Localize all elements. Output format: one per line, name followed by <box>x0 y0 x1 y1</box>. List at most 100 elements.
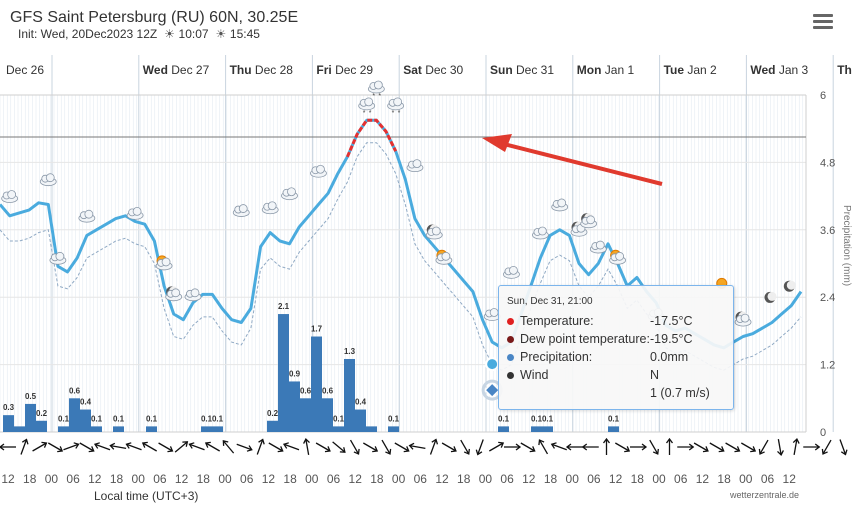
precip-bar <box>201 426 212 432</box>
sunset-time: 15:45 <box>229 27 260 41</box>
wind-arrow <box>332 441 346 453</box>
cloud-icon <box>589 240 607 254</box>
tooltip-wind-label: Wind <box>507 368 548 382</box>
precip-bar-label: 0.9 <box>289 369 301 378</box>
precip-bar-label: 2.1 <box>278 302 290 311</box>
wind-arrow <box>394 442 410 453</box>
right-axis-title: Precipitation (mm) <box>841 205 852 286</box>
cloud-icon <box>126 206 144 220</box>
hour-tick-label: 06 <box>153 472 167 486</box>
moon-cloud-icon <box>734 311 752 327</box>
hour-tick-label: 18 <box>110 472 124 486</box>
wind-arrow <box>630 443 648 451</box>
wind-arrow <box>758 439 769 455</box>
cloud-icon <box>1 190 19 203</box>
hour-tick-label: 00 <box>45 472 59 486</box>
hour-tick-label: 00 <box>566 472 580 486</box>
init-info: Init: Wed, 20Dec2023 12Z ☀ 10:07 ☀ 15:45 <box>18 27 260 41</box>
precip-bar <box>80 409 91 432</box>
hour-tick-label: 06 <box>414 472 428 486</box>
precip-bar <box>91 426 102 432</box>
tooltip-dewpoint-value: -19.5°C <box>650 332 693 346</box>
sun-cloud-icon <box>609 249 626 265</box>
right-axis-tick-label: 3.6 <box>820 225 835 237</box>
wind-arrow <box>282 442 300 451</box>
wind-arrow <box>839 439 848 456</box>
sun-cloud-icon <box>155 255 173 271</box>
precip-bar <box>267 420 278 432</box>
hour-tick-label: 06 <box>674 472 688 486</box>
wind-arrow <box>488 441 505 452</box>
wind-arrow <box>693 442 709 453</box>
day-label-band <box>0 55 806 85</box>
wind-arrow <box>362 442 379 453</box>
tooltip-header: Sun, Dec 31, 21:00 <box>507 296 593 307</box>
wind-arrow <box>349 439 360 455</box>
moon-cloud-icon <box>425 224 443 240</box>
precip-bar-label: 0.1 <box>201 414 213 423</box>
x-axis-title: Local time (UTC+3) <box>94 489 199 503</box>
cloud-icon <box>261 201 279 215</box>
precip-bar <box>14 426 25 432</box>
precip-bar-label: 0.3 <box>3 403 15 412</box>
precip-bar <box>344 358 355 432</box>
precip-bar-label: 0.1 <box>113 414 125 423</box>
cloud-icon <box>49 251 67 265</box>
precip-bar <box>289 381 300 432</box>
right-axis-tick-label: 2.4 <box>820 292 835 304</box>
hour-tick-label: 00 <box>739 472 753 486</box>
wind-arrow <box>315 442 331 453</box>
hour-tick-label: 18 <box>197 472 211 486</box>
precip-bar <box>25 403 36 432</box>
day-label: Mon Jan 1 <box>577 63 635 77</box>
precip-bar-label: 1.7 <box>311 325 323 334</box>
tooltip-precip-label: Precipitation: <box>507 350 592 364</box>
precip-bar <box>608 426 619 432</box>
precip-bar-label: 0.1 <box>91 414 103 423</box>
cloud-icon <box>78 209 96 223</box>
tooltip-wind-value: N <box>650 368 660 382</box>
precip-bar-label: 0.1 <box>531 414 543 423</box>
annotation-arrow-shaft <box>499 141 663 186</box>
cloud-icon <box>551 198 569 212</box>
hour-tick-label: 06 <box>327 472 341 486</box>
wind-arrow <box>602 437 611 455</box>
svg-text:*: * <box>369 110 372 117</box>
hour-tick-label: 12 <box>783 472 797 486</box>
wind-arrow <box>125 442 142 451</box>
temperature-freezing-segment <box>346 118 398 158</box>
wind-arrow <box>460 439 470 455</box>
hour-tick-label: 12 <box>609 472 623 486</box>
wind-arrow <box>109 442 127 450</box>
day-label: Fri Dec 29 <box>316 63 373 77</box>
wind-arrow <box>725 442 741 453</box>
moon-cloud-icon <box>580 213 598 229</box>
wind-arrow <box>649 439 659 455</box>
precip-bar <box>58 426 69 432</box>
wind-arrow <box>821 439 832 455</box>
hour-tick-label: 00 <box>652 472 666 486</box>
precip-bar <box>3 415 14 432</box>
precip-bar-label: 0.1 <box>333 414 345 423</box>
tooltip-precip-value: 0.0mm <box>650 350 689 364</box>
hour-tick-label: 12 <box>696 472 710 486</box>
moon-cloud-icon <box>165 286 183 302</box>
sunset-icon: ☀ <box>215 27 227 41</box>
snow-cloud-icon: * * <box>387 97 405 117</box>
day-label: Thu Dec 28 <box>230 63 294 77</box>
hour-tick-label: 06 <box>66 472 80 486</box>
right-axis-tick-label: 1.2 <box>820 360 835 372</box>
precip-bar <box>366 426 377 432</box>
menu-icon[interactable] <box>813 14 833 30</box>
day-label: Sat Dec 30 <box>403 63 463 77</box>
hour-tick-label: 00 <box>132 472 146 486</box>
right-axis-tick-label: 0 <box>820 427 826 439</box>
hour-tick-label: 12 <box>435 472 449 486</box>
cloud-icon <box>39 173 57 187</box>
precip-bar-label: 0.6 <box>69 386 81 395</box>
wind-arrow <box>63 442 80 451</box>
wind-arrow <box>93 442 111 451</box>
precip-bar <box>69 398 80 432</box>
init-text: Init: Wed, 20Dec2023 12Z <box>18 27 158 41</box>
